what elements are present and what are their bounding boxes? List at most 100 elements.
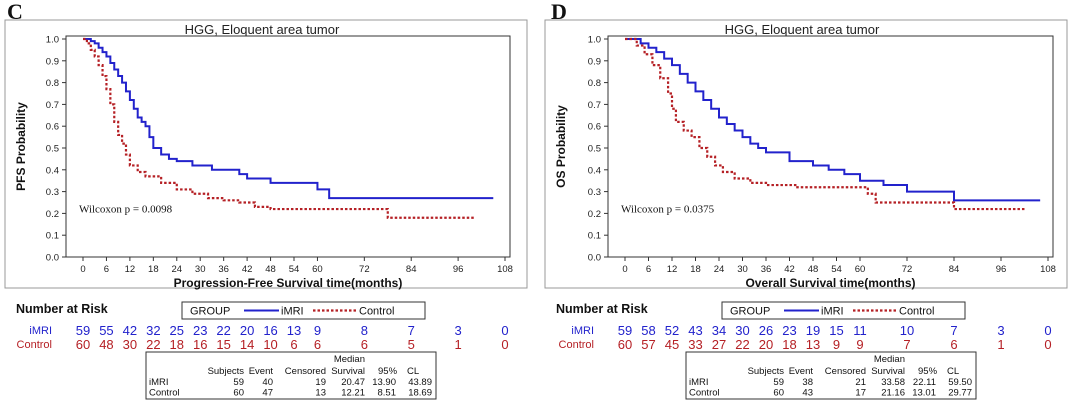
stats-cell-subjects: 60 bbox=[233, 388, 244, 399]
stats-cell-median: 12.21 bbox=[341, 388, 365, 399]
stats-header-median: Median bbox=[334, 354, 365, 365]
y-tick-label: 0.0 bbox=[588, 253, 601, 264]
x-tick-label: 30 bbox=[195, 264, 206, 275]
risk-count-imri: 59 bbox=[76, 323, 90, 338]
stats-header-event: Event bbox=[249, 366, 274, 377]
wilcoxon-annotation: Wilcoxon p = 0.0098 bbox=[79, 203, 173, 215]
y-tick-label: 0.6 bbox=[46, 122, 59, 133]
risk-count-control: 6 bbox=[314, 337, 321, 352]
risk-row-label-imri: iMRI bbox=[571, 325, 594, 337]
stats-header-subjects: Subjects bbox=[208, 366, 245, 377]
x-tick-label: 0 bbox=[622, 264, 627, 275]
stats-header-cl: CL bbox=[947, 366, 959, 377]
x-tick-label: 60 bbox=[855, 264, 866, 275]
x-tick-label: 108 bbox=[497, 264, 513, 275]
wilcoxon-annotation: Wilcoxon p = 0.0375 bbox=[621, 203, 715, 215]
x-axis-label: Overall Survival time(months) bbox=[745, 276, 915, 290]
risk-count-imri: 9 bbox=[314, 323, 321, 338]
risk-count-imri: 10 bbox=[900, 323, 914, 338]
x-tick-label: 12 bbox=[667, 264, 678, 275]
risk-count-imri: 22 bbox=[216, 323, 230, 338]
stats-cell-censored: 19 bbox=[315, 377, 326, 388]
risk-count-control: 15 bbox=[216, 337, 230, 352]
stats-cell-subjects: 60 bbox=[773, 388, 784, 399]
y-tick-label: 0.6 bbox=[588, 122, 601, 133]
stats-cell-censored: 13 bbox=[315, 388, 326, 399]
risk-count-imri: 19 bbox=[806, 323, 820, 338]
risk-count-control: 18 bbox=[782, 337, 796, 352]
stats-group-name: iMRI bbox=[149, 377, 169, 388]
stats-cell-event: 38 bbox=[802, 377, 813, 388]
stats-cell-lcl: 8.51 bbox=[378, 388, 397, 399]
legend-imri-label: iMRI bbox=[821, 306, 844, 318]
risk-count-control: 0 bbox=[501, 337, 508, 352]
stats-cell-subjects: 59 bbox=[773, 377, 784, 388]
risk-count-control: 60 bbox=[76, 337, 90, 352]
risk-count-control: 57 bbox=[641, 337, 655, 352]
x-tick-label: 24 bbox=[714, 264, 725, 275]
x-tick-label: 42 bbox=[784, 264, 795, 275]
km-panel-c: C HGG, Eloquent area tumor 0.0 0.1 0.2 0.3 0.4… bbox=[4, 0, 528, 400]
risk-count-control: 6 bbox=[290, 337, 297, 352]
number-at-risk-label: Number at Risk bbox=[556, 302, 648, 316]
y-tick-label: 0.4 bbox=[46, 165, 59, 176]
risk-count-control: 22 bbox=[146, 337, 160, 352]
x-tick-label: 6 bbox=[104, 264, 109, 275]
risk-row-label-imri: iMRI bbox=[29, 325, 52, 337]
plot-area bbox=[607, 35, 1054, 258]
risk-count-control: 45 bbox=[665, 337, 679, 352]
y-tick-label: 0.8 bbox=[588, 78, 601, 89]
legend-imri-label: iMRI bbox=[281, 306, 304, 318]
y-tick-label: 0.2 bbox=[46, 209, 59, 220]
y-tick-label: 0.3 bbox=[588, 187, 601, 198]
y-tick-label: 0.7 bbox=[46, 100, 59, 111]
y-tick-label: 0.1 bbox=[46, 231, 59, 242]
risk-count-imri: 34 bbox=[712, 323, 726, 338]
legend-title: GROUP bbox=[730, 306, 770, 318]
risk-count-imri: 26 bbox=[759, 323, 773, 338]
risk-count-control: 18 bbox=[170, 337, 184, 352]
imri-survival-line bbox=[83, 38, 494, 200]
x-tick-label: 72 bbox=[902, 264, 913, 275]
y-tick-label: 0.3 bbox=[46, 187, 59, 198]
stats-header-ci: 95% bbox=[378, 366, 398, 377]
stats-box bbox=[685, 351, 977, 400]
stats-group-name: Control bbox=[149, 388, 180, 399]
y-tick-label: 0.8 bbox=[46, 78, 59, 89]
risk-count-control: 14 bbox=[240, 337, 254, 352]
y-tick-label: 0.5 bbox=[588, 144, 601, 155]
x-tick-label: 72 bbox=[359, 264, 370, 275]
y-axis-label: PFS Probability bbox=[14, 102, 28, 191]
stats-header-median: Survival bbox=[871, 366, 905, 377]
x-tick-label: 6 bbox=[646, 264, 651, 275]
group-legend: GROUP iMRI Control bbox=[721, 301, 966, 320]
risk-count-imri: 59 bbox=[618, 323, 632, 338]
km-panel-d: D HGG, Eloquent area tumor 0.0 0.1 0.2 0.3 0.4… bbox=[544, 0, 1068, 400]
x-tick-label: 54 bbox=[831, 264, 842, 275]
risk-count-control: 20 bbox=[759, 337, 773, 352]
x-tick-label: 96 bbox=[453, 264, 464, 275]
legend-title: GROUP bbox=[190, 306, 230, 318]
risk-count-control: 9 bbox=[833, 337, 840, 352]
stats-group-name: Control bbox=[689, 388, 720, 399]
control-survival-line bbox=[83, 37, 474, 219]
y-tick-label: 0.7 bbox=[588, 100, 601, 111]
risk-count-control: 60 bbox=[618, 337, 632, 352]
y-tick-label: 0.9 bbox=[46, 56, 59, 67]
stats-group-name: iMRI bbox=[689, 377, 709, 388]
stats-cell-ucl: 29.77 bbox=[948, 388, 972, 399]
risk-count-imri: 16 bbox=[263, 323, 277, 338]
x-tick-label: 48 bbox=[808, 264, 819, 275]
risk-count-control: 10 bbox=[263, 337, 277, 352]
stats-cell-event: 43 bbox=[802, 388, 813, 399]
median-survival-table: Median Subjects Event Censored Survival 95% CL… bbox=[145, 351, 437, 400]
risk-count-control: 5 bbox=[408, 337, 415, 352]
risk-row-label-control: Control bbox=[17, 339, 52, 351]
risk-count-control: 9 bbox=[856, 337, 863, 352]
stats-header-median: Survival bbox=[331, 366, 365, 377]
risk-count-control: 1 bbox=[997, 337, 1004, 352]
stats-cell-subjects: 59 bbox=[233, 377, 244, 388]
x-tick-label: 36 bbox=[761, 264, 772, 275]
stats-cell-event: 47 bbox=[262, 388, 273, 399]
